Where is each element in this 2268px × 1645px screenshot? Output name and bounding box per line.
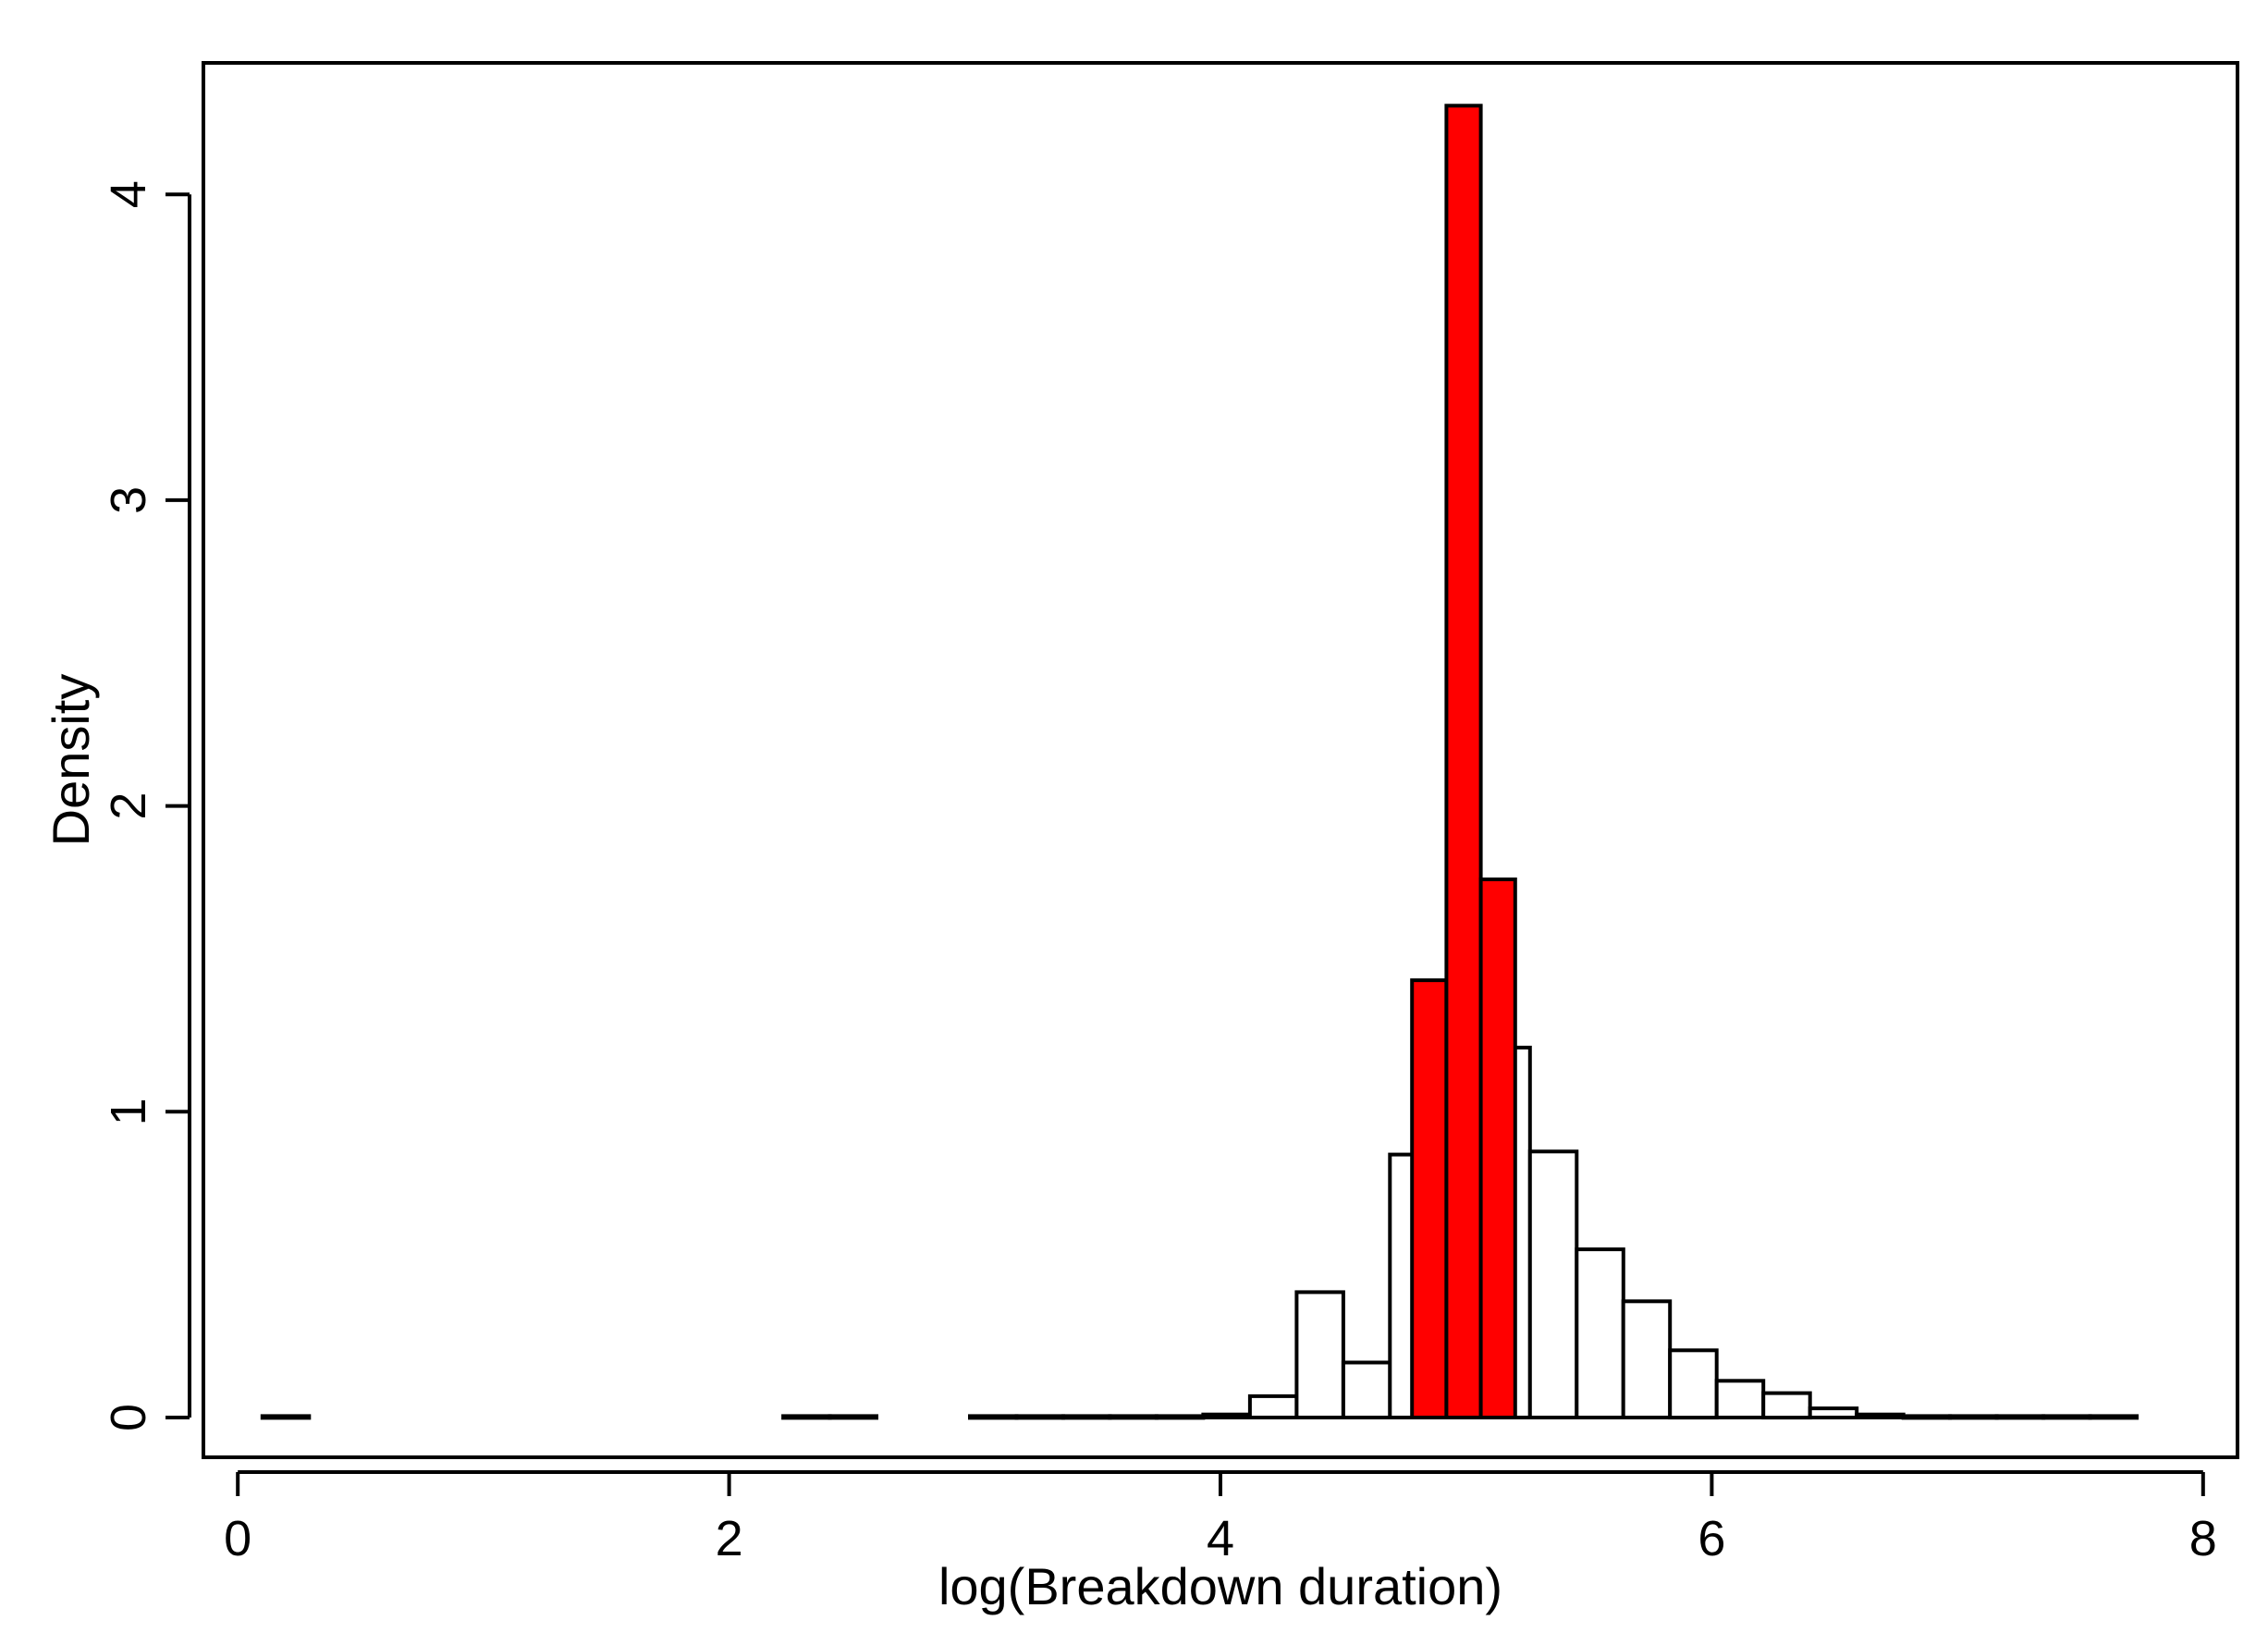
white-bin-bar-21 bbox=[1808, 1406, 1859, 1419]
white-bin-bar-25 bbox=[1994, 1414, 2046, 1420]
red-bin-series bbox=[1410, 104, 1517, 1419]
y-tick-label-3: 3 bbox=[101, 486, 156, 514]
x-tick-label-3: 6 bbox=[1698, 1511, 1725, 1566]
white-bin-bar-15 bbox=[1527, 1149, 1579, 1420]
white-bin-bar-26 bbox=[2041, 1414, 2092, 1420]
x-tick-label-2: 4 bbox=[1207, 1511, 1234, 1566]
white-bin-bar-17 bbox=[1621, 1299, 1673, 1420]
white-bin-bar-8 bbox=[1201, 1412, 1252, 1419]
white-bin-bar-19 bbox=[1714, 1379, 1766, 1420]
white-bin-bar-4 bbox=[1014, 1414, 1065, 1420]
white-bin-bar-11 bbox=[1341, 1360, 1392, 1419]
x-tick-label-0: 0 bbox=[224, 1511, 251, 1566]
white-bin-bar-7 bbox=[1154, 1414, 1206, 1420]
y-tick-label-1: 1 bbox=[101, 1098, 156, 1125]
x-axis-title: log(Breakdown duration) bbox=[938, 1557, 1502, 1615]
white-bin-bar-18 bbox=[1668, 1348, 1719, 1420]
white-bin-series bbox=[260, 1045, 2139, 1420]
white-bin-bar-5 bbox=[1061, 1414, 1112, 1420]
red-bin-bar-0 bbox=[1410, 978, 1449, 1419]
white-bin-bar-27 bbox=[2088, 1414, 2139, 1420]
white-bin-bar-20 bbox=[1761, 1391, 1812, 1420]
y-tick-label-2: 2 bbox=[101, 792, 156, 820]
white-bin-bar-1 bbox=[781, 1414, 832, 1420]
white-bin-bar-10 bbox=[1294, 1290, 1345, 1420]
white-bin-bar-2 bbox=[828, 1414, 878, 1420]
x-tick-label-1: 2 bbox=[716, 1511, 743, 1566]
y-tick-label-4: 4 bbox=[101, 180, 156, 208]
red-bin-bar-2 bbox=[1478, 878, 1517, 1419]
plot-frame bbox=[202, 61, 2239, 1459]
white-bin-bar-0 bbox=[260, 1414, 312, 1420]
white-bin-bar-16 bbox=[1575, 1247, 1625, 1419]
red-bin-bar-1 bbox=[1444, 104, 1483, 1419]
white-bin-bar-3 bbox=[968, 1414, 1019, 1420]
white-bin-bar-9 bbox=[1247, 1393, 1299, 1420]
white-bin-bar-23 bbox=[1901, 1414, 1953, 1420]
white-bin-bar-24 bbox=[1948, 1414, 1999, 1420]
white-bin-bar-22 bbox=[1855, 1412, 1906, 1419]
y-axis: 0 1 2 3 4 bbox=[101, 180, 191, 1431]
x-tick-label-4: 8 bbox=[2189, 1511, 2217, 1566]
y-axis-title: Density bbox=[42, 674, 100, 847]
y-tick-label-0: 0 bbox=[101, 1404, 156, 1431]
x-axis: 0 2 4 6 8 bbox=[224, 1470, 2217, 1566]
white-bin-bar-6 bbox=[1108, 1414, 1159, 1420]
